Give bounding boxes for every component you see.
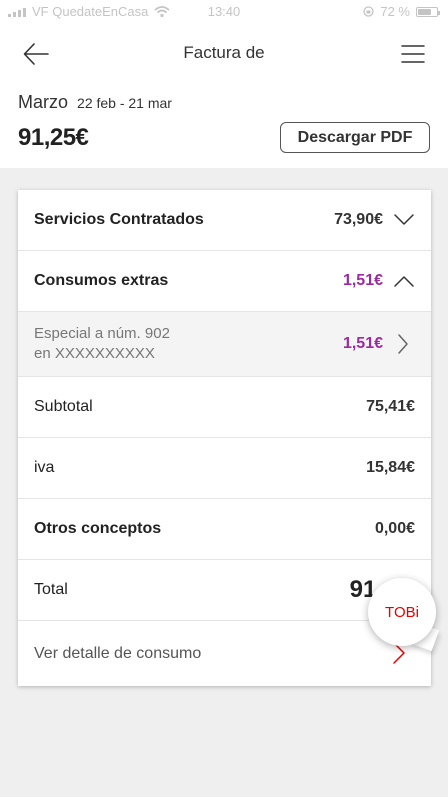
consumption-detail-label: Ver detalle de consumo bbox=[34, 645, 202, 662]
services-label: Servicios Contratados bbox=[34, 211, 204, 228]
back-arrow-icon bbox=[23, 43, 49, 65]
others-row: Otros conceptos 0,00€ bbox=[18, 499, 431, 560]
page-title: Factura de bbox=[183, 43, 265, 62]
bill-period: Marzo 22 feb - 21 mar bbox=[18, 92, 172, 113]
tobi-assistant-button[interactable]: TOBi bbox=[368, 578, 436, 646]
status-right: 72 % bbox=[363, 4, 440, 19]
iva-label: iva bbox=[34, 459, 55, 476]
bill-breakdown-card: Servicios Contratados 73,90€ Consumos ex… bbox=[18, 190, 431, 686]
status-left: VF QuedateEnCasa bbox=[8, 4, 170, 19]
bill-month: Marzo bbox=[18, 92, 69, 112]
chevron-right-icon bbox=[398, 334, 408, 354]
battery-fill bbox=[418, 8, 431, 15]
others-label: Otros conceptos bbox=[34, 520, 162, 537]
back-button[interactable] bbox=[22, 40, 50, 68]
tobi-label: TOBi bbox=[385, 603, 419, 621]
extra-item-value: 1,51€ bbox=[342, 335, 383, 352]
chevron-down-icon bbox=[394, 214, 414, 225]
hamburger-menu-icon bbox=[401, 45, 425, 63]
wifi-icon bbox=[154, 5, 170, 17]
battery-icon bbox=[416, 6, 440, 17]
total-label: Total bbox=[34, 581, 68, 598]
subtotal-label: Subtotal bbox=[34, 398, 93, 415]
subtotal-value: 75,41€ bbox=[366, 398, 415, 415]
status-bar: VF QuedateEnCasa 13:40 72 % bbox=[0, 0, 448, 22]
menu-button[interactable] bbox=[400, 42, 426, 66]
extra-item-row[interactable]: Especial a núm. 902 en XXXXXXXXXX 1,51€ bbox=[18, 312, 431, 377]
consumption-detail-link[interactable]: Ver detalle de consumo bbox=[18, 621, 431, 687]
extras-label: Consumos extras bbox=[34, 272, 169, 289]
carrier-name: VF QuedateEnCasa bbox=[32, 4, 149, 19]
bill-header: Factura de Marzo 22 feb - 21 mar 91,25€ … bbox=[0, 22, 448, 168]
subtotal-row: Subtotal 75,41€ bbox=[18, 377, 431, 438]
extras-row[interactable]: Consumos extras 1,51€ bbox=[18, 251, 431, 312]
chevron-up-icon bbox=[394, 276, 414, 287]
iva-value: 15,84€ bbox=[366, 459, 415, 476]
services-value: 73,90€ bbox=[334, 211, 383, 228]
extra-item-line1: Especial a núm. 902 bbox=[34, 325, 170, 342]
signal-icon bbox=[8, 7, 26, 17]
download-pdf-button[interactable]: Descargar PDF bbox=[280, 122, 430, 153]
total-row: Total 91, bbox=[18, 560, 431, 621]
orientation-lock-icon bbox=[363, 6, 375, 17]
chevron-right-icon[interactable] bbox=[392, 641, 406, 665]
bill-amount: 91,25€ bbox=[18, 124, 89, 151]
status-time: 13:40 bbox=[207, 4, 241, 19]
services-row[interactable]: Servicios Contratados 73,90€ bbox=[18, 190, 431, 251]
iva-row: iva 15,84€ bbox=[18, 438, 431, 499]
extras-value: 1,51€ bbox=[342, 272, 383, 289]
battery-percent: 72 % bbox=[380, 4, 410, 19]
extra-item-line2: en XXXXXXXXXX bbox=[34, 345, 155, 362]
extra-item-label: Especial a núm. 902 en XXXXXXXXXX bbox=[34, 324, 343, 364]
bill-date-range: 22 feb - 21 mar bbox=[77, 95, 172, 111]
others-value: 0,00€ bbox=[374, 520, 415, 537]
